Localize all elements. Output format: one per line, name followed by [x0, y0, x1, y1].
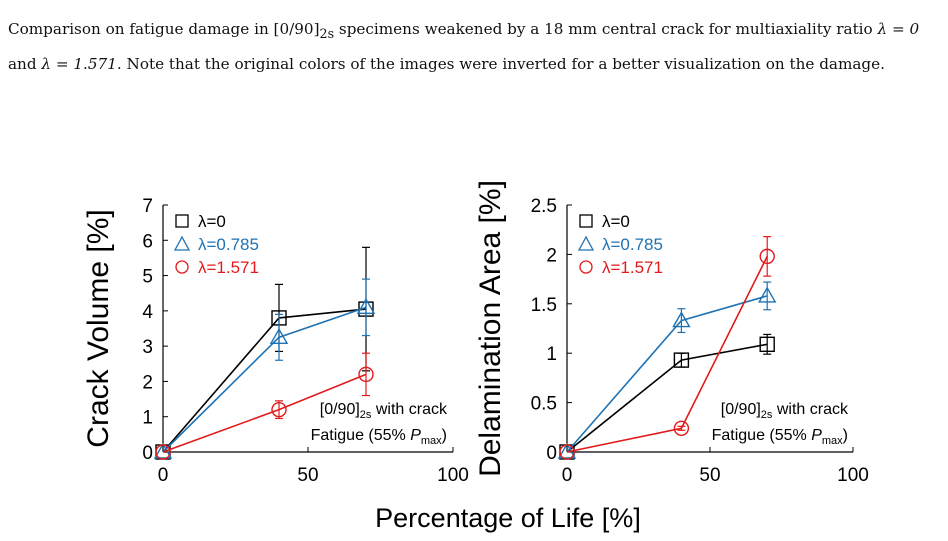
- caption-part3: and: [8, 55, 42, 74]
- annotation-line1-main: [0/90]: [721, 401, 761, 418]
- delamination-area-chart: 0 0.5 1 1.5 2 2.5 0 50 100 Delamination Area [%] λ…: [474, 180, 869, 486]
- annotation-line1: [0/90]2s with crack: [721, 401, 849, 421]
- y-axis-label: Crack Volume [%]: [82, 209, 115, 447]
- data-point-square: [759, 336, 775, 353]
- annotation-line2-p: P: [811, 427, 822, 444]
- annotation-line1-sub: 2s: [360, 409, 372, 421]
- annotation-line2-end: ): [442, 427, 447, 444]
- y-tick-label: 1: [546, 344, 557, 365]
- y-tick-label: 3: [142, 337, 153, 358]
- y-tick-label: 4: [142, 302, 153, 323]
- crack-volume-chart: 0 1 2 3 4 5 6 7 0 50 100 Crack Volume [%] λ=0 λ=0.785…: [82, 196, 469, 486]
- data-point-triangle: [672, 311, 691, 328]
- annotation-line1-main: [0/90]: [320, 401, 360, 418]
- legend-square-icon: [175, 214, 189, 228]
- annotation-line2: Fatigue (55% Pmax): [311, 427, 447, 447]
- y-tick-label: 7: [142, 196, 153, 217]
- x-tick-label: 50: [699, 465, 720, 486]
- annotation-line1-rest: with crack: [772, 401, 849, 418]
- y-axis-label: Delamination Area [%]: [474, 180, 507, 477]
- y-tick-label: 2: [142, 372, 153, 393]
- x-tick-label: 100: [437, 465, 469, 486]
- legend-label: λ=1.571: [198, 258, 259, 277]
- annotation-line1: [0/90]2s with crack: [320, 401, 448, 421]
- legend-label: λ=0: [602, 212, 630, 231]
- x-tick-label: 100: [837, 465, 869, 486]
- annotation-line2-main: Fatigue (55%: [311, 427, 411, 444]
- legend-circle-icon: [579, 260, 593, 274]
- annotation-line2: Fatigue (55% Pmax): [712, 427, 848, 447]
- legend-label: λ=0: [198, 212, 226, 231]
- caption-part1-sub: 2s: [319, 26, 335, 42]
- annotation-line2-end: ): [843, 427, 848, 444]
- data-point-circle: [759, 248, 775, 265]
- annotation-line1-rest: with crack: [371, 401, 448, 418]
- data-point-circle: [358, 366, 374, 383]
- y-tick-label: 6: [142, 231, 153, 252]
- annotation-line2-sub: max: [822, 435, 843, 447]
- data-point-triangle: [356, 297, 376, 315]
- legend-circle-icon: [175, 260, 189, 274]
- legend-label: λ=0.785: [198, 235, 259, 254]
- y-tick-label: 0: [546, 443, 557, 464]
- shared-x-axis-label: Percentage of Life [%]: [375, 503, 641, 533]
- series-line: [566, 256, 768, 453]
- legend-square-icon: [579, 214, 593, 228]
- caption-lambda-a: λ = 0: [877, 20, 920, 38]
- x-tick-label: 0: [562, 465, 573, 486]
- annotation-line2-sub: max: [421, 435, 442, 447]
- annotation-line2-main: Fatigue (55%: [712, 427, 812, 444]
- x-tick-label: 0: [158, 465, 169, 486]
- data-point-circle: [673, 420, 690, 436]
- y-tick-label: 5: [142, 267, 153, 288]
- y-tick-label: 1: [142, 408, 153, 429]
- data-point-square: [673, 352, 690, 368]
- y-tick-label: 1.5: [531, 295, 557, 316]
- caption-lambda-b: λ = 1.571: [41, 55, 117, 74]
- figure-caption: Comparison on fatigue damage in [0/90]2s…: [8, 14, 940, 79]
- legend-triangle-icon: [173, 235, 191, 251]
- data-point-triangle: [269, 327, 289, 345]
- data-point-triangle: [757, 286, 777, 303]
- data-point-circle: [559, 444, 575, 460]
- legend-label: λ=0.785: [602, 235, 663, 254]
- caption-part1: Comparison on fatigue damage in [0/90]: [8, 20, 320, 38]
- x-tick-label: 50: [297, 465, 318, 486]
- caption-part2: specimens weakened by a 18 mm central cr…: [334, 20, 878, 38]
- data-point-circle: [271, 401, 287, 418]
- y-tick-label: 0: [142, 443, 153, 464]
- annotation-line2-p: P: [410, 427, 421, 444]
- y-tick-label: 0.5: [531, 394, 557, 415]
- y-tick-label: 2.5: [531, 196, 557, 217]
- annotation-line1-sub: 2s: [761, 409, 773, 421]
- y-tick-label: 2: [546, 245, 557, 266]
- legend-triangle-icon: [577, 235, 595, 251]
- data-point-circle: [155, 444, 171, 460]
- caption-part4: . Note that the original colors of the i…: [116, 55, 885, 74]
- legend-label: λ=1.571: [602, 258, 663, 277]
